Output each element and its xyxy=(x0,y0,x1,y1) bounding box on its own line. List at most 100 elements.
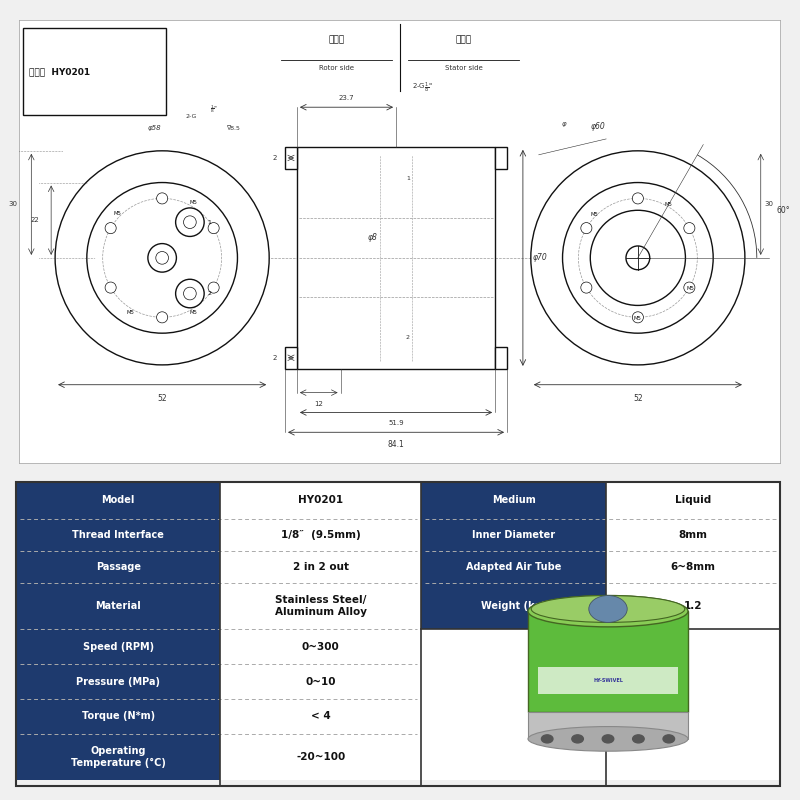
Text: φ60: φ60 xyxy=(591,122,606,131)
Circle shape xyxy=(589,595,627,622)
Text: 2: 2 xyxy=(273,155,277,161)
Text: HY0201: HY0201 xyxy=(298,495,343,506)
Bar xyxy=(221,630,421,664)
Bar xyxy=(16,551,221,583)
Circle shape xyxy=(632,193,643,204)
Ellipse shape xyxy=(528,595,688,627)
Text: Weight (kg): Weight (kg) xyxy=(482,602,546,611)
Circle shape xyxy=(105,282,116,293)
Circle shape xyxy=(626,246,650,270)
Text: 8mm: 8mm xyxy=(678,530,708,540)
Text: 12: 12 xyxy=(314,401,322,406)
Text: 2-G$\frac{1}{8}$": 2-G$\frac{1}{8}$" xyxy=(412,81,433,95)
Text: 定子端: 定子端 xyxy=(455,35,471,44)
Text: φ70: φ70 xyxy=(533,254,547,262)
Text: 型号：  HY0201: 型号： HY0201 xyxy=(29,67,90,76)
Text: 52: 52 xyxy=(158,394,167,403)
Text: 1: 1 xyxy=(207,220,211,225)
Text: Stator side: Stator side xyxy=(445,65,482,70)
Circle shape xyxy=(55,151,269,365)
Text: 0~300: 0~300 xyxy=(302,642,340,652)
Text: HY-SWIVEL: HY-SWIVEL xyxy=(593,678,623,683)
Text: M5: M5 xyxy=(126,310,134,315)
Text: 2-G: 2-G xyxy=(186,114,198,119)
Circle shape xyxy=(562,182,713,333)
Text: Inner Diameter: Inner Diameter xyxy=(472,530,555,540)
Text: 2: 2 xyxy=(406,334,410,340)
Bar xyxy=(221,519,421,551)
Text: M5: M5 xyxy=(686,286,694,291)
Text: Speed (RPM): Speed (RPM) xyxy=(82,642,154,652)
Text: Stainless Steel/
Aluminum Alloy: Stainless Steel/ Aluminum Alloy xyxy=(275,595,366,617)
Text: 2 in 2 out: 2 in 2 out xyxy=(293,562,349,572)
Circle shape xyxy=(208,282,219,293)
Bar xyxy=(421,664,780,699)
Text: 22: 22 xyxy=(30,217,39,223)
Text: ∇8.5: ∇8.5 xyxy=(226,126,239,131)
Text: 23.7: 23.7 xyxy=(338,95,354,101)
Circle shape xyxy=(684,222,695,234)
Circle shape xyxy=(632,312,643,323)
Bar xyxy=(16,482,221,519)
Circle shape xyxy=(183,216,196,229)
Text: Adapted Air Tube: Adapted Air Tube xyxy=(466,562,562,572)
Text: Thread Interface: Thread Interface xyxy=(72,530,164,540)
Text: Material: Material xyxy=(95,602,141,611)
Polygon shape xyxy=(528,712,688,739)
Circle shape xyxy=(157,193,168,204)
Circle shape xyxy=(148,243,177,272)
Text: Operating
Temperature (°C): Operating Temperature (°C) xyxy=(70,746,166,768)
Bar xyxy=(23,28,166,115)
Bar xyxy=(285,346,297,369)
Circle shape xyxy=(208,222,219,234)
Bar xyxy=(421,519,606,551)
Bar xyxy=(606,482,780,519)
Bar xyxy=(297,147,495,369)
Text: φ: φ xyxy=(562,121,566,127)
Text: $\frac{1}{8}$": $\frac{1}{8}$" xyxy=(210,103,218,115)
Bar xyxy=(538,667,678,694)
Bar xyxy=(221,699,421,734)
Bar xyxy=(421,551,606,583)
Circle shape xyxy=(633,735,644,743)
Text: Medium: Medium xyxy=(492,495,536,506)
Text: Model: Model xyxy=(102,495,135,506)
Bar xyxy=(606,551,780,583)
Text: 30: 30 xyxy=(765,202,774,207)
Text: 1.2: 1.2 xyxy=(684,602,702,611)
Text: Torque (N*m): Torque (N*m) xyxy=(82,711,154,722)
Text: φ58: φ58 xyxy=(147,125,161,131)
Circle shape xyxy=(87,182,238,333)
Bar xyxy=(606,583,780,630)
Text: 1: 1 xyxy=(406,176,410,181)
Text: φ8: φ8 xyxy=(367,233,377,242)
Circle shape xyxy=(531,151,745,365)
Text: M5: M5 xyxy=(190,201,198,206)
Bar xyxy=(16,664,221,699)
Text: 转子端: 转子端 xyxy=(329,35,345,44)
Text: M5: M5 xyxy=(190,310,198,315)
Circle shape xyxy=(684,282,695,293)
Circle shape xyxy=(572,735,583,743)
Circle shape xyxy=(663,735,674,743)
Bar xyxy=(495,147,507,169)
Text: Passage: Passage xyxy=(96,562,141,572)
Circle shape xyxy=(176,208,204,237)
Text: M5: M5 xyxy=(114,210,122,215)
Text: 2: 2 xyxy=(207,291,211,296)
Bar xyxy=(16,699,221,734)
Bar xyxy=(221,583,421,630)
Circle shape xyxy=(581,282,592,293)
Text: 51.9: 51.9 xyxy=(388,420,404,426)
Text: 84.1: 84.1 xyxy=(388,440,405,450)
Bar xyxy=(16,734,221,780)
Circle shape xyxy=(590,210,686,306)
Text: M5: M5 xyxy=(590,212,598,217)
Circle shape xyxy=(156,251,169,264)
Text: Rotor side: Rotor side xyxy=(319,65,354,70)
Bar xyxy=(221,482,421,519)
Bar xyxy=(16,583,221,630)
Ellipse shape xyxy=(528,726,688,751)
Circle shape xyxy=(581,222,592,234)
Circle shape xyxy=(105,222,116,234)
